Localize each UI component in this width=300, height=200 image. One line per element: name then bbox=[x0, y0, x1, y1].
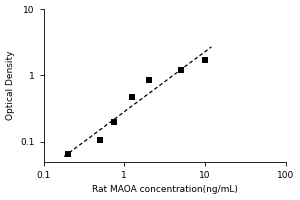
Point bbox=[98, 139, 102, 142]
Point bbox=[146, 79, 151, 82]
Point bbox=[65, 153, 70, 156]
Point bbox=[130, 95, 134, 98]
Point bbox=[112, 120, 117, 123]
Y-axis label: Optical Density: Optical Density bbox=[6, 51, 15, 120]
Point bbox=[203, 59, 208, 62]
X-axis label: Rat MAOA concentration(ng/mL): Rat MAOA concentration(ng/mL) bbox=[92, 185, 238, 194]
Point bbox=[178, 69, 183, 72]
